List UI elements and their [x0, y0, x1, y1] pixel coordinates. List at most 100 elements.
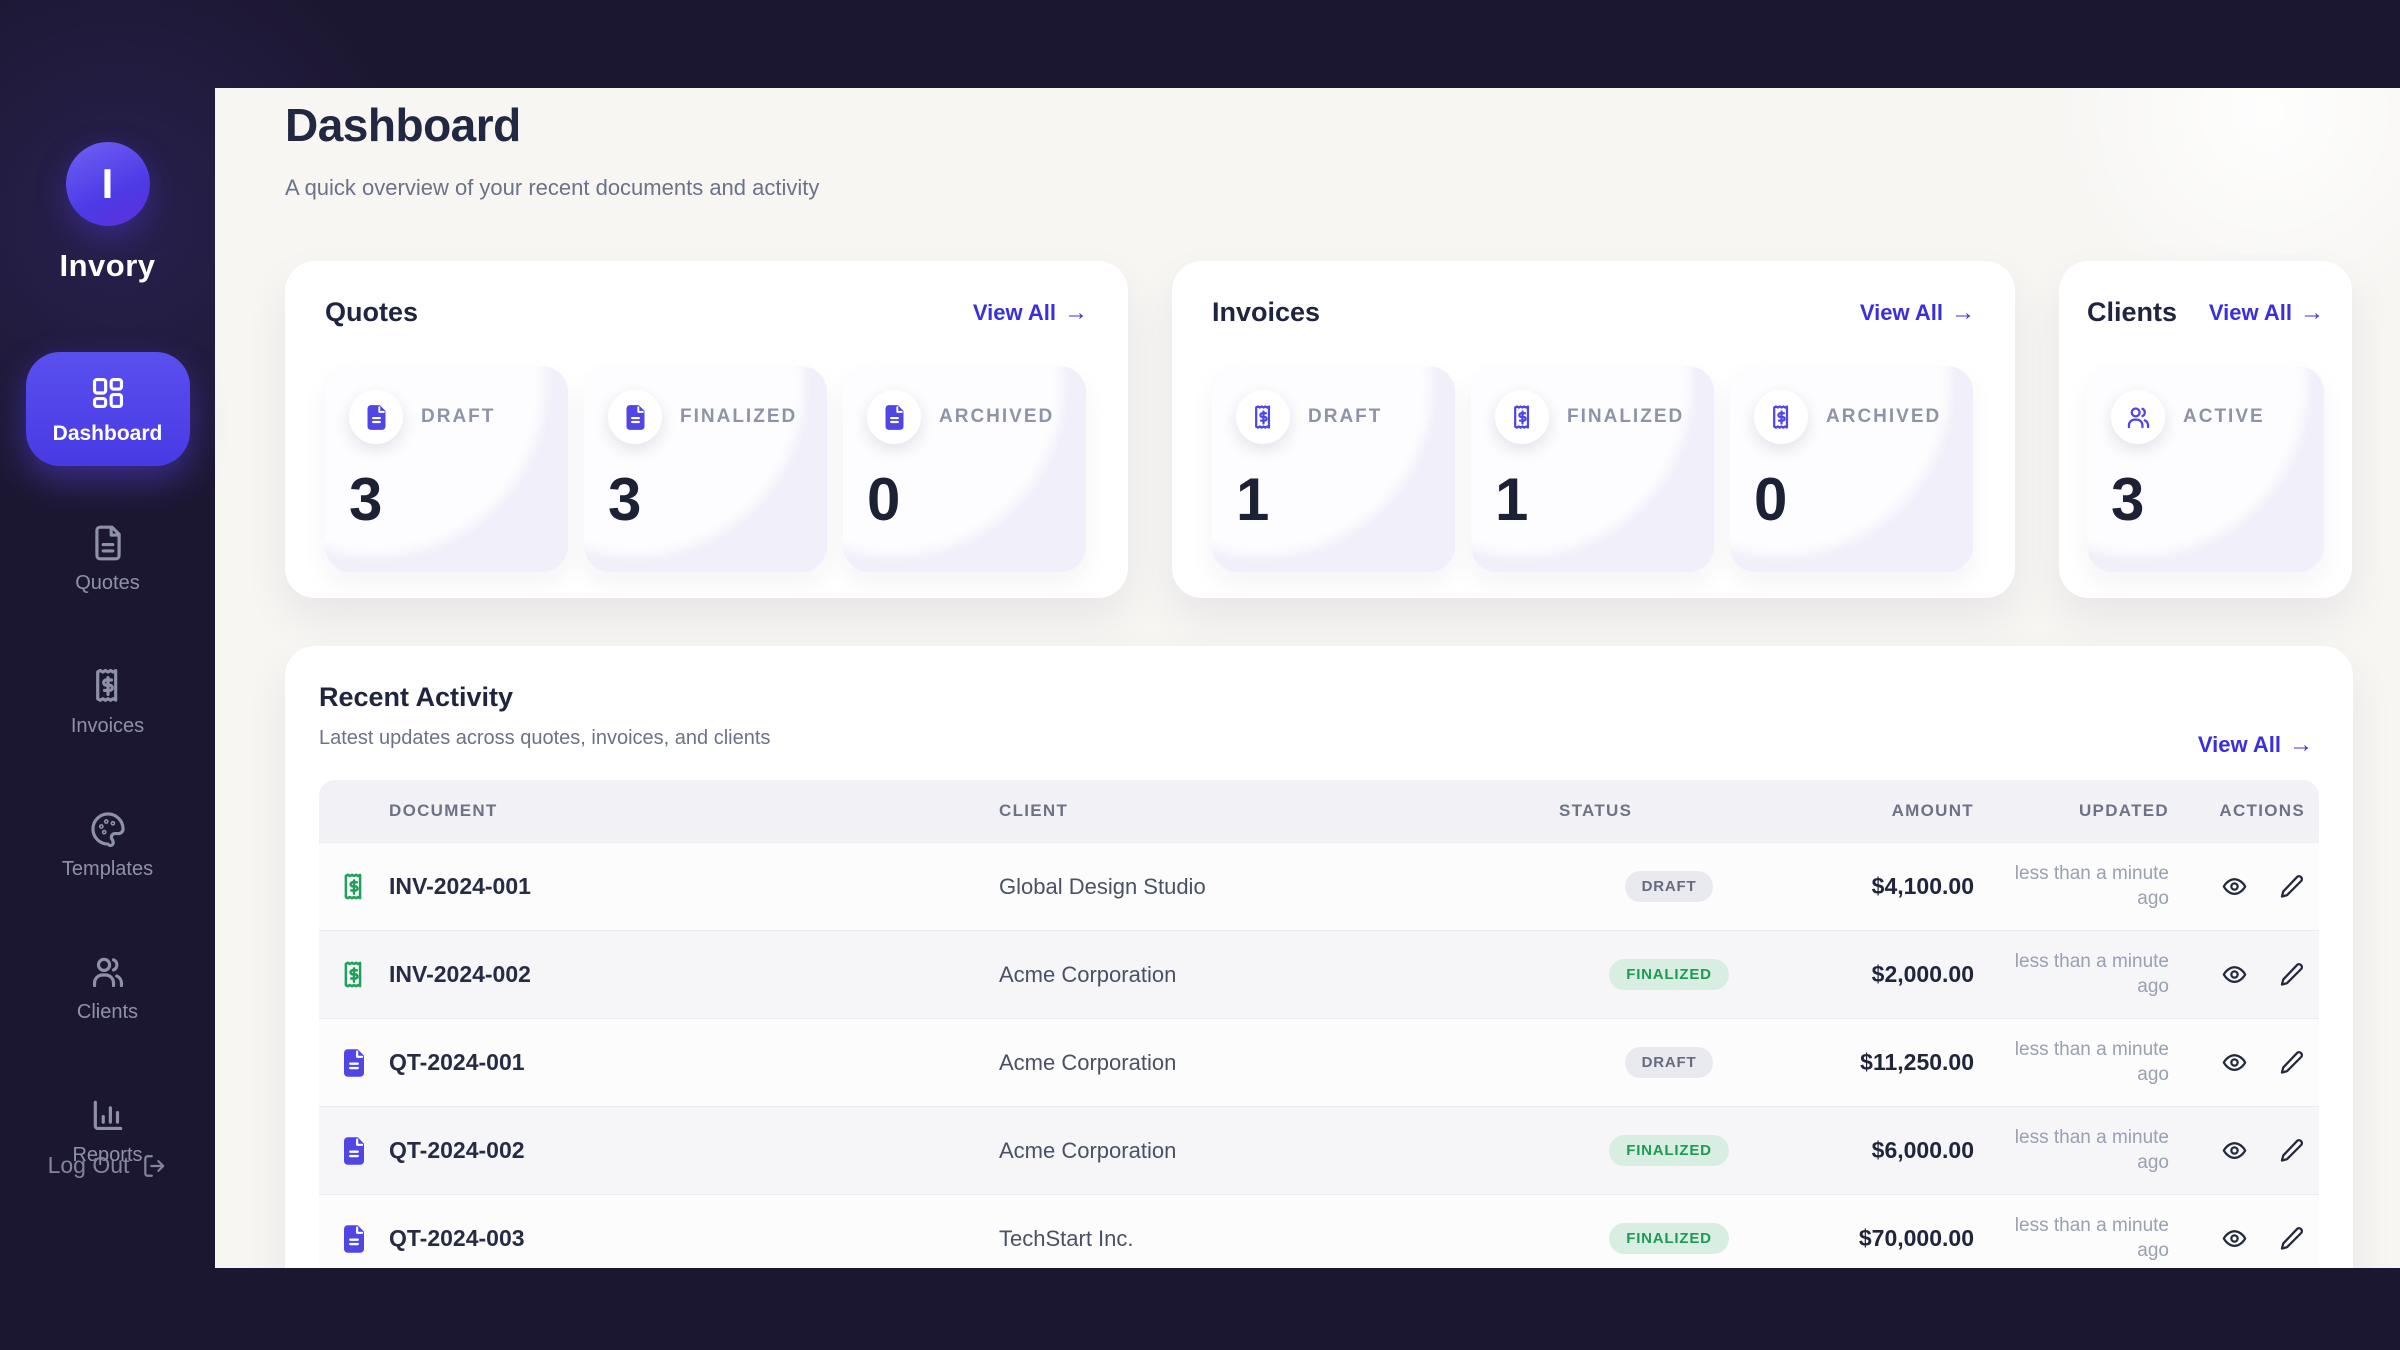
- sidebar-item-label: Dashboard: [52, 422, 163, 445]
- stat-label: FINALIZED: [680, 406, 798, 428]
- brand-logo-letter: I: [101, 160, 114, 207]
- client-name: Global Design Studio: [999, 873, 1206, 899]
- table-body: INV-2024-001 Global Design Studio DRAFT $4,…: [319, 842, 2319, 1268]
- sidebar-nav: Dashboard Quotes Invoices Templates Clients R…: [0, 352, 215, 1181]
- palette-icon: [89, 810, 127, 848]
- file-filled-icon: [867, 390, 921, 445]
- file-filled-icon: [608, 390, 662, 445]
- client-name: TechStart Inc.: [999, 1225, 1134, 1251]
- table-row: QT-2024-001 Acme Corporation DRAFT $11,250.…: [319, 1018, 2319, 1107]
- client-name: Acme Corporation: [999, 1137, 1177, 1163]
- sidebar-item-quotes[interactable]: Quotes: [26, 510, 190, 609]
- brand-logo: I: [65, 142, 150, 226]
- dashboard-icon: [89, 374, 127, 412]
- document-id: INV-2024-002: [389, 961, 531, 988]
- receipt-icon: [1236, 390, 1290, 445]
- summary-cards-row: Quotes View All → DRAFT 3 FINALIZED 3 ARCHIV…: [285, 261, 2355, 599]
- activity-table: DOCUMENT CLIENT STATUS AMOUNT UPDATED ACTIONS…: [319, 780, 2319, 1268]
- stat-value: 3: [349, 466, 383, 534]
- table-row: INV-2024-001 Global Design Studio DRAFT $4,…: [319, 842, 2319, 931]
- status-badge: FINALIZED: [1609, 1135, 1729, 1167]
- arrow-right-icon: →: [1951, 298, 1975, 326]
- view-button[interactable]: [2221, 1049, 2248, 1076]
- sidebar-item-reports[interactable]: Reports: [26, 1082, 190, 1181]
- quotes-stat-tile-draft: DRAFT 3: [325, 366, 568, 573]
- amount-value: $6,000.00: [1871, 1137, 1974, 1164]
- row-actions: [2169, 873, 2319, 900]
- status-badge: FINALIZED: [1609, 959, 1729, 991]
- view-button[interactable]: [2221, 961, 2248, 988]
- updated-time: less than a minute ago: [2014, 1039, 2169, 1085]
- column-header-updated: UPDATED: [2078, 801, 2169, 821]
- sidebar-item-label: Quotes: [75, 572, 140, 594]
- stat-value: 1: [1236, 466, 1270, 534]
- column-header-actions: ACTIONS: [2219, 801, 2305, 821]
- invoices-stat-tile-archived: ARCHIVED 0: [1730, 366, 1973, 573]
- logout-button[interactable]: Log Out: [0, 1152, 215, 1179]
- bar-chart-icon: [89, 1096, 127, 1134]
- arrow-right-icon: →: [2289, 731, 2313, 759]
- file-text-icon: [339, 1136, 369, 1166]
- amount-value: $11,250.00: [1860, 1049, 1974, 1076]
- invoices-view-all-link[interactable]: View All →: [1860, 300, 1975, 326]
- row-actions: [2169, 1225, 2319, 1252]
- stat-label: ARCHIVED: [939, 406, 1055, 428]
- sidebar-item-clients[interactable]: Clients: [26, 939, 190, 1038]
- stat-label: ARCHIVED: [1826, 406, 1942, 428]
- recent-activity-subtitle: Latest updates across quotes, invoices, …: [319, 727, 771, 750]
- row-actions: [2169, 961, 2319, 988]
- row-actions: [2169, 1049, 2319, 1076]
- file-text-icon: [89, 524, 127, 562]
- column-header-document: DOCUMENT: [389, 801, 498, 821]
- edit-button[interactable]: [2278, 1137, 2305, 1164]
- sidebar-item-templates[interactable]: Templates: [26, 796, 190, 895]
- document-id: QT-2024-003: [389, 1225, 525, 1252]
- file-filled-icon: [349, 390, 403, 445]
- eye-icon: [2221, 1225, 2248, 1252]
- receipt-icon: [1495, 390, 1549, 445]
- sidebar-item-invoices[interactable]: Invoices: [26, 653, 190, 752]
- document-id: QT-2024-002: [389, 1137, 525, 1164]
- clients-view-all-link[interactable]: View All →: [2209, 300, 2324, 326]
- eye-icon: [2221, 961, 2248, 988]
- clients-card: Clients View All → ACTIVE 3: [2059, 261, 2352, 599]
- sidebar: I Invory Dashboard Quotes Invoices Template…: [0, 0, 215, 1350]
- stat-label: DRAFT: [1308, 406, 1383, 428]
- pencil-icon: [2278, 873, 2305, 900]
- table-row: QT-2024-003 TechStart Inc. FINALIZED $70,00…: [319, 1194, 2319, 1268]
- view-button[interactable]: [2221, 1225, 2248, 1252]
- document-id: INV-2024-001: [389, 873, 531, 900]
- recent-view-all-link[interactable]: View All →: [2198, 732, 2313, 758]
- updated-time: less than a minute ago: [2014, 1215, 2169, 1261]
- table-header-row: DOCUMENT CLIENT STATUS AMOUNT UPDATED ACTIONS: [319, 780, 2319, 843]
- file-text-icon: [339, 1224, 369, 1254]
- eye-icon: [2221, 873, 2248, 900]
- quotes-view-all-link[interactable]: View All →: [973, 300, 1088, 326]
- recent-activity-title: Recent Activity: [319, 682, 514, 713]
- sidebar-item-label: Reports: [72, 1144, 143, 1166]
- sidebar-item-dashboard[interactable]: Dashboard: [25, 352, 190, 466]
- file-text-icon: [339, 1048, 369, 1078]
- logout-icon: [141, 1153, 167, 1179]
- invoices-tiles: DRAFT 1 FINALIZED 1 ARCHIVED 0: [1212, 366, 1975, 573]
- edit-button[interactable]: [2278, 873, 2305, 900]
- updated-time: less than a minute ago: [2014, 863, 2169, 909]
- sidebar-item-label: Clients: [76, 1001, 139, 1023]
- edit-button[interactable]: [2278, 1049, 2305, 1076]
- quotes-tiles: DRAFT 3 FINALIZED 3 ARCHIVED 0: [325, 366, 1088, 573]
- view-all-label: View All: [1859, 299, 1943, 325]
- clients-tiles: ACTIVE 3: [2087, 366, 2324, 573]
- invoices-stat-tile-draft: DRAFT 1: [1212, 366, 1455, 573]
- pencil-icon: [2278, 1225, 2305, 1252]
- page-title: Dashboard: [285, 99, 521, 151]
- edit-button[interactable]: [2278, 961, 2305, 988]
- eye-icon: [2221, 1049, 2248, 1076]
- clients-stat-tile-active: ACTIVE 3: [2087, 366, 2324, 573]
- view-button[interactable]: [2221, 1137, 2248, 1164]
- arrow-right-icon: →: [1064, 298, 1088, 326]
- view-button[interactable]: [2221, 873, 2248, 900]
- quotes-stat-tile-archived: ARCHIVED 0: [843, 366, 1086, 573]
- edit-button[interactable]: [2278, 1225, 2305, 1252]
- stat-label: ACTIVE: [2183, 406, 2265, 428]
- recent-activity-card: Recent Activity Latest updates across qu…: [285, 646, 2353, 1268]
